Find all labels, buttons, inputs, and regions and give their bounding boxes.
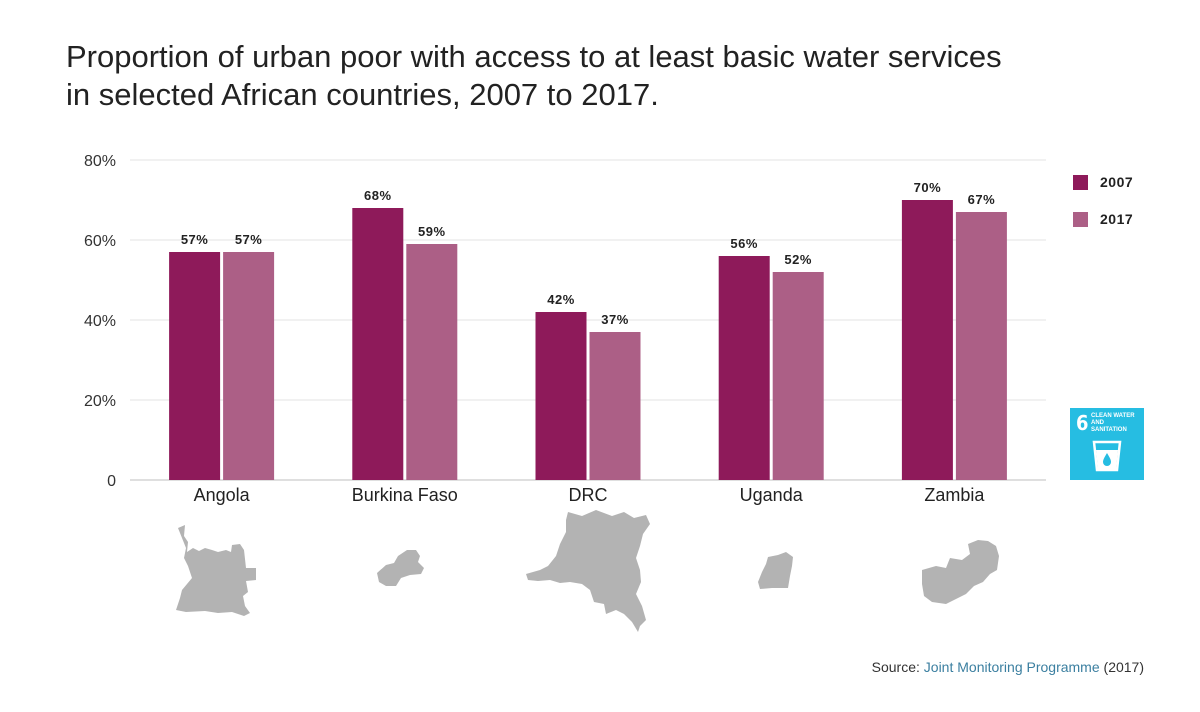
uganda-map-icon	[758, 552, 793, 589]
chart-title-line-1: Proportion of urban poor with access to …	[66, 39, 1002, 74]
x-tick-label-uganda: Uganda	[740, 485, 804, 505]
legend-item-2017: 2017	[1073, 209, 1133, 229]
bar-angola-2017	[223, 252, 275, 480]
source-link[interactable]: Joint Monitoring Programme	[923, 659, 1100, 675]
legend-swatch-2017	[1073, 211, 1088, 227]
sdg-label: CLEAN WATER AND SANITATION	[1091, 413, 1141, 434]
bar-uganda-2017	[772, 272, 824, 480]
bar-burkina-faso-2007	[352, 208, 404, 480]
sdg-label-line-2: AND SANITATION	[1091, 420, 1127, 433]
x-tick-label-angola: Angola	[194, 485, 251, 505]
y-axis-ticks: 0 20% 40% 60% 80%	[84, 153, 116, 490]
data-label-burkina-faso-2007: 68%	[364, 188, 392, 203]
bar-uganda-2007	[718, 256, 770, 480]
data-label-angola-2017: 57%	[235, 232, 263, 247]
y-tick-label: 40%	[84, 313, 116, 330]
burkina-faso-map-icon	[377, 550, 424, 586]
source-note: Source: Joint Monitoring Programme (2017…	[872, 659, 1144, 675]
data-label-uganda-2007: 56%	[730, 236, 758, 251]
bar-zambia-2017	[955, 212, 1007, 480]
x-tick-label-burkina-faso: Burkina Faso	[352, 485, 458, 505]
bar-burkina-faso-2017	[406, 244, 458, 480]
chart-title: Proportion of urban poor with access to …	[66, 38, 1146, 114]
y-tick-label: 0	[107, 473, 116, 490]
drc-map-icon	[526, 510, 650, 632]
data-label-uganda-2017: 52%	[784, 252, 812, 267]
country-maps	[176, 510, 999, 632]
source-suffix: (2017)	[1099, 659, 1144, 675]
bar-zambia-2007	[901, 200, 953, 480]
y-tick-label: 60%	[84, 233, 116, 250]
legend-item-2007: 2007	[1073, 172, 1133, 192]
chart-title-line-2: in selected African countries, 2007 to 2…	[66, 77, 659, 112]
bars	[169, 200, 1007, 480]
source-prefix: Source:	[871, 659, 924, 675]
legend-swatch-2007	[1073, 174, 1088, 190]
bar-drc-2017	[589, 332, 641, 480]
legend-label-2017: 2017	[1100, 211, 1134, 227]
bar-drc-2007	[535, 312, 587, 480]
bar-angola-2007	[169, 252, 221, 480]
sdg-label-line-1: CLEAN WATER	[1091, 413, 1135, 419]
angola-map-icon	[176, 525, 256, 616]
data-labels: 57% 57% 68% 59% 42% 37% 56% 52% 70% 67%	[181, 180, 995, 327]
legend-label-2007: 2007	[1100, 174, 1134, 190]
x-tick-label-zambia: Zambia	[924, 485, 985, 505]
data-label-burkina-faso-2017: 59%	[418, 224, 446, 239]
sdg-number: 6	[1076, 411, 1089, 435]
x-tick-label-drc: DRC	[569, 485, 608, 505]
sdg-6-badge: 6 CLEAN WATER AND SANITATION	[1070, 408, 1144, 480]
data-label-zambia-2007: 70%	[914, 180, 942, 195]
x-axis-ticks: Angola Burkina Faso DRC Uganda Zambia	[194, 485, 986, 505]
y-tick-label: 80%	[84, 153, 116, 170]
zambia-map-icon	[922, 540, 999, 604]
data-label-drc-2007: 42%	[547, 292, 575, 307]
water-glass-icon	[1092, 440, 1122, 472]
data-label-angola-2007: 57%	[181, 232, 209, 247]
y-tick-label: 20%	[84, 393, 116, 410]
data-label-drc-2017: 37%	[601, 312, 629, 327]
grid-lines	[130, 159, 1046, 481]
data-label-zambia-2017: 67%	[968, 192, 996, 207]
legend: 2007 2017	[1073, 172, 1133, 246]
